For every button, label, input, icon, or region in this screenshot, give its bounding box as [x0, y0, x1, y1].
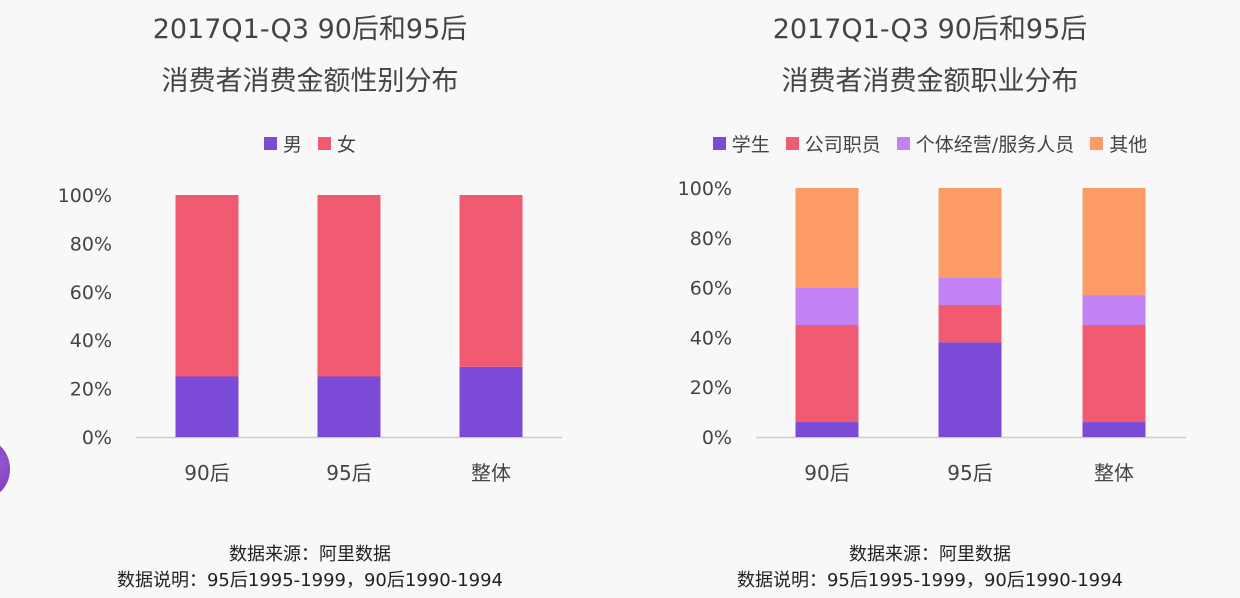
bar-segment: [795, 287, 859, 325]
y-tick-label: 20%: [70, 379, 112, 401]
occupation-chart-source-note: 数据来源：阿里数据: [849, 544, 1011, 565]
x-category-label: 95后: [947, 461, 992, 485]
legend-item: 女: [318, 130, 356, 157]
legend-swatch: [1090, 137, 1104, 150]
gender-chart-title-line2: 消费者消费金额性别分布: [161, 66, 459, 97]
bar-segment: [317, 195, 381, 377]
occupation-chart-title-line2: 消费者消费金额职业分布: [781, 66, 1079, 97]
legend-swatch: [318, 137, 331, 150]
x-category-label: 95后: [326, 461, 371, 485]
bar-segment: [459, 366, 523, 437]
gender-chart: 0% 20% 40% 60% 80% 100% 90后 95后 整体: [58, 185, 562, 485]
y-tick-label: 100%: [58, 185, 112, 207]
bar-segment: [1082, 188, 1146, 296]
legend-label: 其他: [1109, 134, 1148, 156]
legend-swatch: [785, 137, 799, 150]
bar-segment: [1082, 295, 1146, 325]
legend-item: 学生: [712, 130, 770, 157]
x-category-label: 整体: [471, 461, 511, 485]
y-tick-label: 0%: [82, 427, 112, 449]
bar-segment: [317, 376, 381, 437]
gender-chart-title-line1: 2017Q1-Q3 90后和95后: [152, 14, 468, 45]
y-tick-label: 80%: [70, 233, 112, 255]
y-tick-label: 80%: [690, 228, 732, 250]
bar-segment: [1082, 324, 1146, 423]
y-tick-label: 20%: [690, 377, 732, 399]
occupation-chart-legend: 学生 公司职员 个体经营/服务人员 其他: [620, 130, 1240, 157]
legend-item: 其他: [1090, 130, 1147, 157]
bar-segment: [938, 342, 1002, 437]
occupation-chart-panel: 2017Q1-Q3 90后和95后 消费者消费金额职业分布 学生 公司职员 个体经营…: [620, 0, 1240, 598]
bar-segment: [795, 422, 859, 437]
gender-chart-data-note: 数据说明：95后1995-1999，90后1990-1994: [116, 570, 504, 591]
x-category-label: 90后: [804, 461, 849, 485]
gender-chart-legend: 男女: [0, 130, 620, 157]
bar-segment: [175, 195, 239, 377]
legend-swatch: [263, 137, 277, 150]
decorative-circle: [0, 440, 10, 498]
bar-segment: [795, 188, 859, 288]
legend-item: 男: [263, 130, 302, 157]
legend-label: 女: [337, 134, 357, 156]
x-category-label: 整体: [1094, 461, 1134, 485]
y-tick-label: 40%: [690, 327, 732, 349]
legend-label: 男: [282, 134, 302, 156]
occupation-chart: 0% 20% 40% 60% 80% 100% 90后 95后 整体: [678, 178, 1186, 485]
bar-segment: [938, 305, 1002, 343]
bar-segment: [175, 376, 239, 437]
occupation-chart-title-line1: 2017Q1-Q3 90后和95后: [772, 14, 1088, 45]
x-category-label: 90后: [184, 461, 229, 485]
y-tick-label: 100%: [678, 178, 732, 200]
bar-segment: [795, 324, 859, 423]
occupation-chart-data-note: 数据说明：95后1995-1999，90后1990-1994: [736, 570, 1124, 591]
gender-chart-source-note: 数据来源：阿里数据: [229, 544, 391, 565]
bar-segment: [1082, 422, 1146, 437]
bar-segment: [459, 195, 523, 367]
y-tick-label: 40%: [70, 330, 112, 352]
bar-segment: [938, 277, 1002, 306]
legend-swatch: [896, 137, 910, 150]
legend-swatch: [712, 137, 726, 150]
y-tick-label: 60%: [70, 282, 112, 304]
legend-item: 公司职员: [785, 130, 881, 157]
gender-chart-panel: 2017Q1-Q3 90后和95后 消费者消费金额性别分布 男女 0% 20% 40…: [0, 14, 620, 591]
legend-label: 个体经营/服务人员: [915, 134, 1075, 156]
y-tick-label: 0%: [702, 427, 732, 449]
legend-item: 个体经营/服务人员: [896, 130, 1075, 157]
legend-label: 公司职员: [804, 134, 881, 156]
legend-label: 学生: [731, 134, 770, 156]
y-tick-label: 60%: [690, 278, 732, 300]
bar-segment: [938, 188, 1002, 278]
